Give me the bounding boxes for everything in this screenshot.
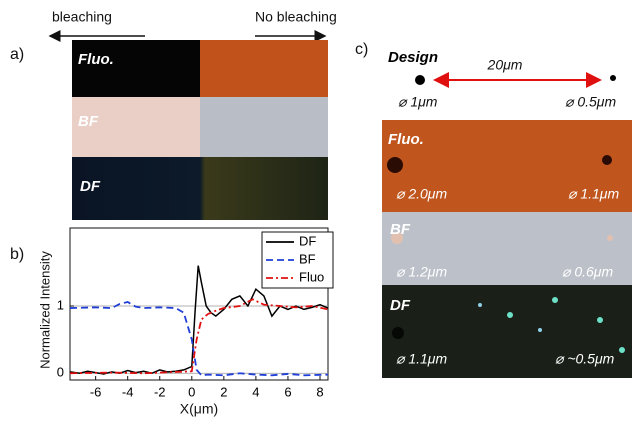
x-tick-label: 0 — [188, 384, 195, 399]
image — [200, 40, 328, 97]
image — [382, 120, 632, 212]
section-title: Design — [388, 49, 438, 66]
x-tick-label: -6 — [90, 384, 102, 399]
section-title: DF — [390, 297, 411, 314]
arrow-label: bleaching — [52, 9, 112, 25]
x-tick-label: 2 — [220, 384, 227, 399]
y-axis-label: Normalized Intensity — [37, 251, 52, 369]
legend-label: Fluo — [299, 269, 324, 284]
strip-label: Fluo. — [78, 51, 114, 68]
image — [72, 40, 200, 97]
strip-label: DF — [80, 178, 101, 195]
image — [382, 212, 632, 285]
speck — [538, 328, 542, 332]
diameter: ⌀ 1.1μm — [396, 351, 447, 367]
series-line — [69, 298, 329, 375]
dot — [610, 75, 616, 81]
dot — [602, 155, 612, 165]
panel-label: a) — [10, 46, 24, 63]
strip-label: BF — [78, 113, 99, 130]
y-tick-label: 0 — [57, 365, 64, 380]
scale-label: 20μm — [487, 57, 523, 73]
diameter: ⌀ 1.1μm — [568, 186, 619, 202]
image — [72, 97, 200, 157]
diameter: ⌀ 1.2μm — [396, 264, 447, 280]
legend-label: BF — [299, 251, 316, 266]
diameter: ⌀ 0.5μm — [565, 94, 616, 110]
dot — [392, 327, 404, 339]
diameter: ⌀ 2.0μm — [396, 186, 447, 202]
x-tick-label: -2 — [154, 384, 166, 399]
speck — [478, 303, 482, 307]
series-line — [69, 301, 329, 377]
dot — [607, 235, 613, 241]
speck — [552, 297, 558, 303]
image — [72, 157, 328, 220]
x-axis-label: X(μm) — [180, 401, 218, 417]
x-tick-label: 8 — [316, 384, 323, 399]
image — [382, 285, 632, 378]
diameter: ⌀ 0.6μm — [562, 264, 613, 280]
speck — [619, 347, 625, 353]
dot — [415, 75, 425, 85]
legend-box — [261, 231, 334, 289]
speck — [597, 317, 603, 323]
panel-label: b) — [10, 246, 24, 263]
section-title: Fluo. — [388, 131, 424, 148]
y-tick-label: 1 — [57, 297, 64, 312]
plot-area — [69, 227, 329, 381]
x-tick-label: 6 — [284, 384, 291, 399]
dot — [391, 232, 403, 244]
speck — [507, 312, 513, 318]
arrow-label: No bleaching — [255, 9, 337, 25]
x-tick-label: -4 — [122, 384, 134, 399]
image — [200, 97, 328, 157]
x-tick-label: 4 — [252, 384, 259, 399]
legend-label: DF — [299, 233, 316, 248]
dot — [387, 157, 403, 173]
section-title: BF — [390, 221, 411, 238]
panel-label: c) — [355, 41, 368, 58]
diameter: ⌀ ~0.5μm — [555, 351, 615, 367]
diameter: ⌀ 1μm — [398, 94, 438, 110]
line-chart: b) X(μm) Normalized Intensity 0 1 -6 -4 -2 0 2… — [10, 227, 334, 417]
